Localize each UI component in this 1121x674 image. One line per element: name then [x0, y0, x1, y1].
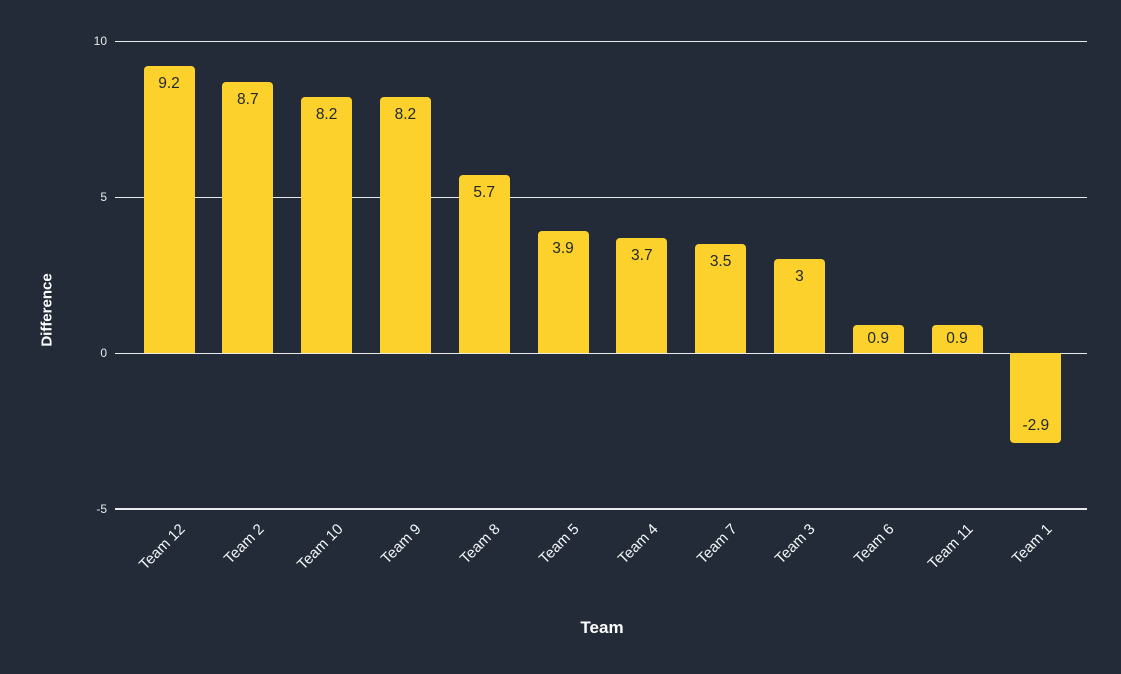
- gridline-y--5: [115, 508, 1087, 510]
- y-axis-title: Difference: [38, 273, 56, 347]
- bar-team-1: -2.9: [1010, 353, 1062, 444]
- x-axis-title: Team: [580, 618, 624, 637]
- bar-value-label: -2.9: [1022, 417, 1050, 435]
- y-tick-label-5: 5: [100, 190, 107, 204]
- bar-team-2: 8.7: [222, 81, 274, 353]
- bar-value-label: 9.2: [158, 74, 180, 92]
- bar-team-10: 8.2: [301, 97, 353, 353]
- bar-team-11: 0.9: [931, 324, 983, 353]
- bar-value-label: 8.7: [237, 90, 259, 108]
- bar-value-label: 8.2: [394, 106, 417, 124]
- y-tick-label--5: -5: [96, 502, 107, 516]
- bar-team-9: 8.2: [379, 97, 431, 353]
- bar-value-label: 5.7: [473, 184, 495, 202]
- bar-team-7: 3.5: [695, 243, 747, 353]
- bar-team-5: 3.9: [537, 231, 589, 353]
- bar-value-label: 3.5: [709, 252, 732, 270]
- bar-value-label: 0.9: [946, 330, 968, 348]
- y-tick-label-10: 10: [93, 34, 107, 48]
- y-tick-label-0: 0: [100, 346, 107, 360]
- bar-value-label: 0.9: [867, 330, 889, 348]
- bar-value-label: 8.2: [315, 106, 338, 124]
- gridline-y-0: [115, 353, 1087, 354]
- bar-team-3: 3: [773, 259, 825, 353]
- bar-value-label: 3: [795, 268, 804, 286]
- bar-team-6: 0.9: [852, 324, 904, 353]
- bar-team-12: 9.2: [143, 65, 195, 353]
- bar-value-label: 3.9: [552, 240, 574, 258]
- gridline-y-10: [115, 41, 1087, 42]
- bar-value-label: 3.7: [631, 246, 653, 264]
- bar-team-4: 3.7: [616, 237, 668, 353]
- gridline-y-5: [115, 197, 1087, 198]
- bar-team-8: 5.7: [458, 175, 510, 353]
